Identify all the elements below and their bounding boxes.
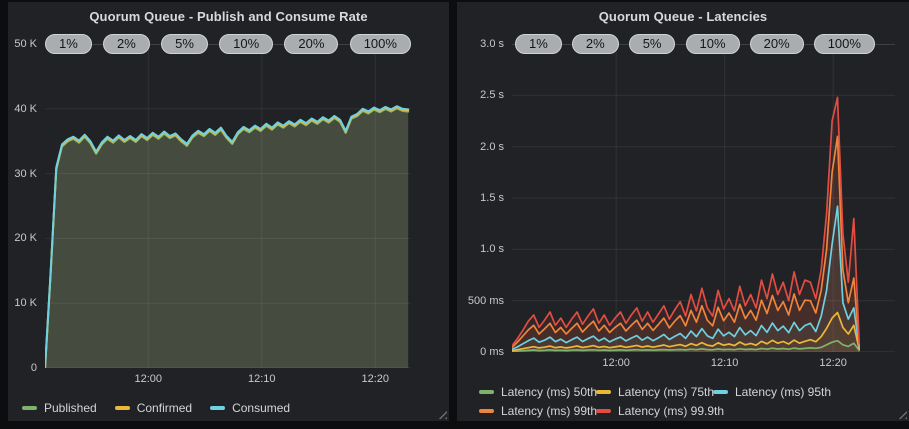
annotation-pill[interactable]: 100% [349, 34, 411, 54]
y-axis-label: 500 ms [467, 294, 504, 307]
annotation-pill[interactable]: 2% [103, 34, 150, 54]
y-axis-label: 30 K [14, 167, 37, 180]
panel-publish-consume-rate: Quorum Queue - Publish and Consume Rate … [8, 2, 449, 421]
legend-item[interactable]: Consumed [210, 401, 290, 415]
y-axis-label: 1.5 s [480, 192, 504, 204]
legend-item[interactable]: Published [22, 401, 97, 415]
series-line [45, 105, 410, 368]
annotation-pill-row: 1% 2% 5% 10% 20% 100% [515, 34, 875, 54]
legend-swatch [479, 409, 494, 413]
legend-item[interactable]: Latency (ms) 99th [479, 404, 597, 418]
y-axis-label: 0 ms [480, 346, 504, 358]
panel-title[interactable]: Quorum Queue - Latencies [598, 9, 768, 24]
legend-item[interactable]: Latency (ms) 95th [713, 385, 831, 399]
legend-label: Latency (ms) 99th [501, 404, 598, 418]
annotation-pill[interactable]: 20% [749, 34, 804, 54]
x-axis-label: 12:10 [710, 357, 739, 369]
annotation-pill[interactable]: 2% [571, 34, 619, 54]
y-axis-label: 40 K [14, 102, 37, 115]
x-axis-label: 12:20 [361, 373, 390, 385]
legend-swatch [596, 409, 611, 413]
annotation-pill[interactable]: 1% [45, 34, 92, 54]
y-axis-label: 0 [30, 362, 37, 374]
legend-item[interactable]: Confirmed [114, 401, 193, 415]
legend: Published Confirmed Consumed [22, 401, 290, 415]
series-area [512, 206, 860, 352]
series-area [512, 97, 860, 352]
panel-latencies: Quorum Queue - Latencies 0 ms 500 ms 1.0 s… [457, 2, 909, 421]
annotation-pill[interactable]: 20% [284, 34, 339, 54]
annotation-pill[interactable]: 5% [628, 34, 676, 54]
legend-label: Latency (ms) 50th [501, 385, 598, 399]
y-axis-label: 2.5 s [480, 89, 504, 102]
series-area [45, 106, 409, 368]
legend-label: Consumed [232, 401, 291, 415]
y-axis-label: 3.0 s [480, 38, 504, 50]
chart-canvas [45, 44, 411, 368]
x-axis-label: 12:00 [134, 373, 163, 385]
legend-swatch [596, 390, 611, 394]
y-axis-label: 10 K [14, 297, 37, 310]
legend-swatch [479, 390, 494, 394]
series-line [512, 311, 861, 352]
legend-label: Latency (ms) 95th [735, 385, 832, 399]
chart-canvas [512, 44, 895, 352]
annotation-pill[interactable]: 10% [219, 34, 274, 54]
series-line [512, 135, 861, 349]
series-line [512, 205, 861, 351]
y-axis-label: 20 K [14, 232, 37, 245]
legend-swatch [22, 406, 37, 410]
series-area [512, 312, 860, 352]
annotation-pill[interactable]: 100% [813, 34, 875, 54]
annotation-pill[interactable]: 1% [515, 34, 562, 54]
panel-resize-handle[interactable] [438, 410, 447, 419]
x-axis-label: 12:10 [247, 373, 276, 385]
legend-label: Latency (ms) 99.9th [618, 404, 725, 418]
legend-swatch [114, 406, 130, 410]
legend-item[interactable]: Latency (ms) 75th [596, 385, 714, 399]
y-axis-label: 2.0 s [480, 140, 504, 153]
y-axis-label: 1.0 s [480, 243, 504, 256]
panel-title[interactable]: Quorum Queue - Publish and Consume Rate [89, 9, 368, 24]
y-axis-label: 50 K [14, 38, 37, 50]
x-axis-label: 12:00 [602, 357, 630, 369]
series-line [512, 339, 861, 352]
annotation-pill[interactable]: 5% [161, 34, 208, 54]
legend-label: Latency (ms) 75th [618, 385, 715, 399]
legend-item[interactable]: Latency (ms) 50th [479, 385, 597, 399]
series-area [512, 340, 860, 352]
x-axis-label: 12:20 [819, 357, 847, 369]
annotation-pill-row: 1% 2% 5% 10% 20% 100% [45, 34, 411, 54]
legend-label: Published [44, 401, 97, 415]
annotation-pill[interactable]: 10% [685, 34, 740, 54]
legend-swatch [210, 406, 226, 410]
series-line [512, 96, 861, 347]
legend-item[interactable]: Latency (ms) 99.9th [596, 404, 724, 418]
panel-resize-handle[interactable] [898, 410, 907, 419]
legend-label: Confirmed [136, 401, 193, 415]
legend-swatch [713, 390, 728, 394]
